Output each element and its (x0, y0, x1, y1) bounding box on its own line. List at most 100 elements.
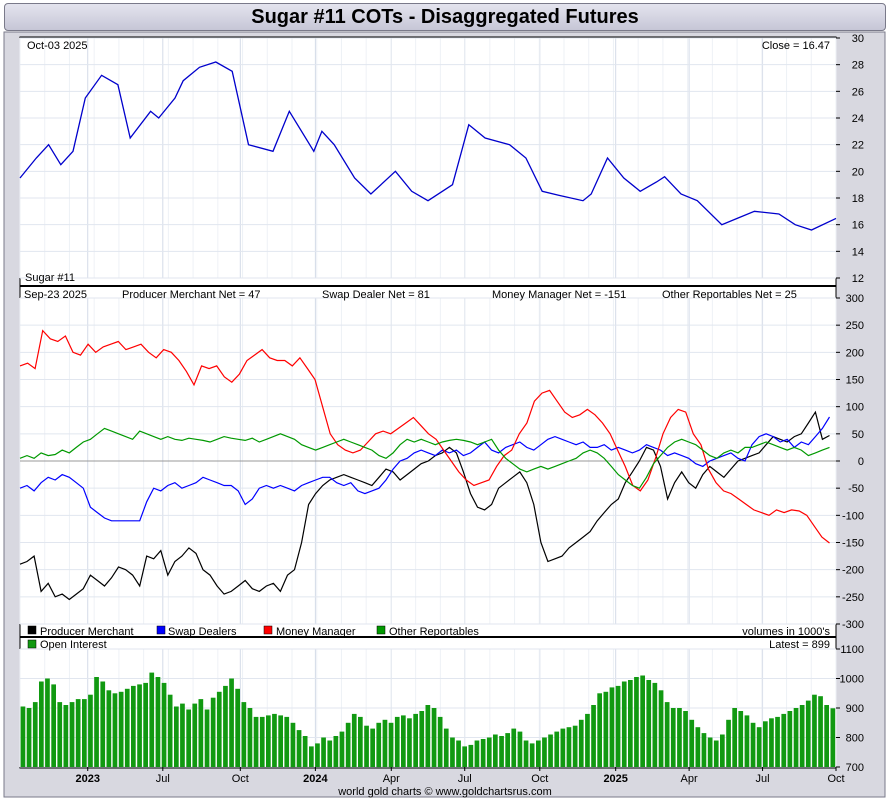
oi-bar (69, 702, 75, 767)
x-tick-label: Oct (827, 773, 844, 785)
legend-swatch-producer (27, 625, 37, 635)
y-tick-label: -100 (842, 510, 864, 522)
oi-bar (738, 711, 744, 767)
oi-bar (75, 699, 81, 767)
oi-bar (149, 672, 155, 767)
cot-line-money (19, 329, 830, 544)
x-tick-label: Apr (681, 773, 698, 785)
oi-bar (180, 703, 185, 767)
oi-bar (192, 703, 198, 767)
oi-bar (88, 694, 93, 767)
oi-bar (775, 716, 780, 767)
y-tick-label: 12 (852, 273, 864, 285)
oi-bar (210, 697, 216, 767)
x-tick-label: Jul (756, 773, 770, 785)
oi-bar (560, 728, 566, 767)
y-tick-label: 30 (852, 33, 864, 45)
oi-bar (456, 740, 461, 767)
oi-bar (20, 706, 26, 767)
legend-swatch-other (376, 625, 386, 635)
y-tick-label: 1000 (840, 674, 864, 686)
oi-bar (597, 693, 602, 768)
oi-bar (720, 734, 725, 767)
cot-line-producer (19, 410, 830, 601)
oi-bar (756, 727, 762, 767)
oi-legend-label: Open Interest (40, 639, 107, 651)
oi-bar (370, 728, 375, 767)
y-tick-label: 18 (852, 193, 864, 205)
oi-bar (223, 685, 228, 767)
oi-bar (572, 725, 578, 767)
oi-bar (388, 722, 394, 768)
oi-bar (278, 715, 283, 767)
oi-bar (309, 746, 314, 767)
oi-bar (394, 716, 400, 767)
y-tick-label: -50 (848, 483, 864, 495)
oi-bar (726, 719, 731, 767)
oi-bar (186, 709, 191, 767)
oi-bar (763, 721, 768, 767)
oi-bar (517, 731, 523, 767)
oi-bar (493, 734, 498, 767)
oi-bar (82, 699, 87, 767)
y-tick-label: 14 (852, 246, 864, 258)
oi-bar (646, 680, 652, 767)
oi-bar (284, 716, 290, 767)
oi-bar (707, 737, 713, 767)
cot-line-swap (19, 416, 831, 522)
oi-bar (407, 718, 412, 767)
cot-date-label: Sep-23 2025 (24, 289, 87, 301)
axis-layer: 12 14 16 18 20 22 24 26 28 30 -300 -250 -200 -150 -100… (75, 33, 864, 785)
legend-other: Other Reportables (389, 626, 479, 638)
oi-bar (474, 740, 480, 767)
oi-bar (198, 699, 204, 767)
oi-bar (112, 693, 118, 768)
oi-bar (63, 705, 69, 767)
oi-bar (143, 682, 148, 767)
x-tick-label: Jul (458, 773, 472, 785)
oi-bar (315, 743, 320, 767)
oi-bar (505, 733, 510, 767)
oi-bar (124, 688, 130, 767)
y-tick-label: 22 (852, 140, 864, 152)
y-tick-label: 250 (846, 320, 864, 332)
y-tick-label: 900 (846, 703, 864, 715)
oi-bar (830, 708, 836, 767)
oi-latest-label: Latest = 899 (769, 639, 830, 651)
x-tick-label: 2024 (303, 773, 328, 785)
oi-bar (339, 731, 345, 767)
oi-bar (155, 677, 161, 767)
oi-bar (345, 722, 351, 768)
oi-bar (376, 722, 382, 768)
oi-bar (732, 708, 737, 767)
oi-bar (364, 725, 369, 767)
oi-bar (296, 730, 302, 767)
y-tick-label: 24 (852, 113, 864, 125)
oi-bar (750, 722, 756, 768)
oi-bar (486, 737, 492, 767)
price-date-label: Oct-03 2025 (27, 40, 88, 52)
oi-bar (591, 705, 596, 767)
oi-bar (628, 680, 633, 767)
oi-bar (480, 739, 486, 767)
oi-bar (419, 711, 425, 767)
oi-bar (511, 728, 517, 767)
oi-bar (333, 736, 339, 767)
oi-bar (401, 715, 406, 767)
chart-title: Sugar #11 COTs - Disaggregated Futures (4, 3, 886, 31)
oi-bar (302, 736, 308, 767)
oi-bar (290, 722, 296, 768)
legend-money: Money Manager (276, 626, 356, 638)
oi-bar (781, 713, 787, 767)
x-tick-label: Oct (531, 773, 548, 785)
oi-bar (744, 715, 750, 767)
oi-bar (39, 681, 44, 767)
volumes-label: volumes in 1000's (742, 626, 830, 638)
oi-bar (106, 690, 112, 767)
oi-bar (793, 708, 799, 767)
oi-bar (413, 713, 418, 767)
oi-bar (161, 682, 167, 767)
oi-bar (578, 719, 584, 767)
oi-bar (818, 696, 823, 767)
